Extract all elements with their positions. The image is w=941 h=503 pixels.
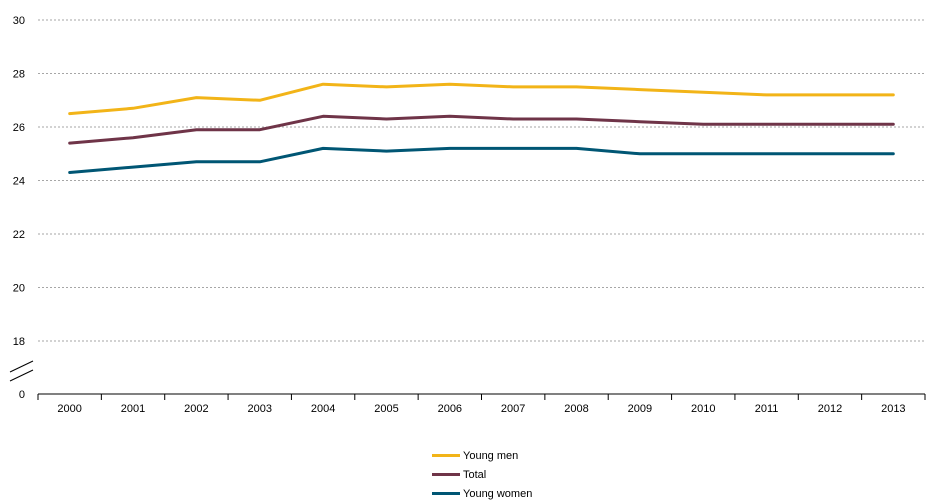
legend-item-total: Total [432, 465, 632, 484]
x-tick-label-2006: 2006 [438, 403, 462, 415]
x-tick-label-2009: 2009 [628, 403, 652, 415]
y-tick-label-30: 30 [13, 15, 25, 27]
legend-item-young-men: Young men [432, 446, 632, 465]
x-tick-label-2005: 2005 [374, 403, 398, 415]
x-tick-label-2000: 2000 [57, 403, 81, 415]
legend-label-young-women: Young women [463, 487, 533, 500]
axis-break-mark-upper [9, 360, 34, 373]
x-tick-label-2010: 2010 [691, 403, 715, 415]
x-tick-label-2011: 2011 [755, 403, 779, 415]
y-tick-label-18: 18 [13, 336, 25, 348]
y-tick-label-20: 20 [13, 283, 25, 295]
y-tick-label-28: 28 [13, 69, 25, 81]
legend-swatch-young-women [432, 492, 460, 495]
x-tick-label-2002: 2002 [184, 403, 208, 415]
x-tick-label-2004: 2004 [311, 403, 335, 415]
gridlines [38, 19, 925, 342]
axes [9, 360, 926, 400]
y-tick-label-22: 22 [13, 229, 25, 241]
legend-label-young-men: Young men [463, 449, 519, 462]
series-line-young-women [68, 146, 895, 174]
legend-swatch-young-men [432, 454, 460, 457]
y-axis-tick-labels: 30 28 26 24 22 20 18 0 [13, 15, 25, 401]
axis-break-mark-lower [9, 369, 34, 382]
x-tick-label-2001: 2001 [121, 403, 145, 415]
x-axis-tick-labels: 2000 2001 2002 2003 2004 2005 2006 2007 2008 2009… [57, 403, 905, 415]
x-tick-label-2013: 2013 [881, 403, 905, 415]
x-tick-label-2008: 2008 [564, 403, 588, 415]
y-tick-label-26: 26 [13, 122, 25, 134]
series-line-total [68, 114, 895, 145]
x-tick-label-2003: 2003 [248, 403, 272, 415]
x-tick-label-2012: 2012 [818, 403, 842, 415]
legend-item-young-women: Young women [432, 484, 632, 503]
y-tick-label-0: 0 [19, 389, 25, 401]
y-tick-label-24: 24 [13, 176, 25, 188]
series-line-young-men [68, 82, 895, 116]
legend: Young men Total Young women [432, 446, 632, 503]
x-tick-label-2007: 2007 [501, 403, 525, 415]
legend-label-total: Total [463, 468, 487, 481]
series-lines [68, 82, 895, 174]
legend-swatch-total [432, 473, 460, 476]
